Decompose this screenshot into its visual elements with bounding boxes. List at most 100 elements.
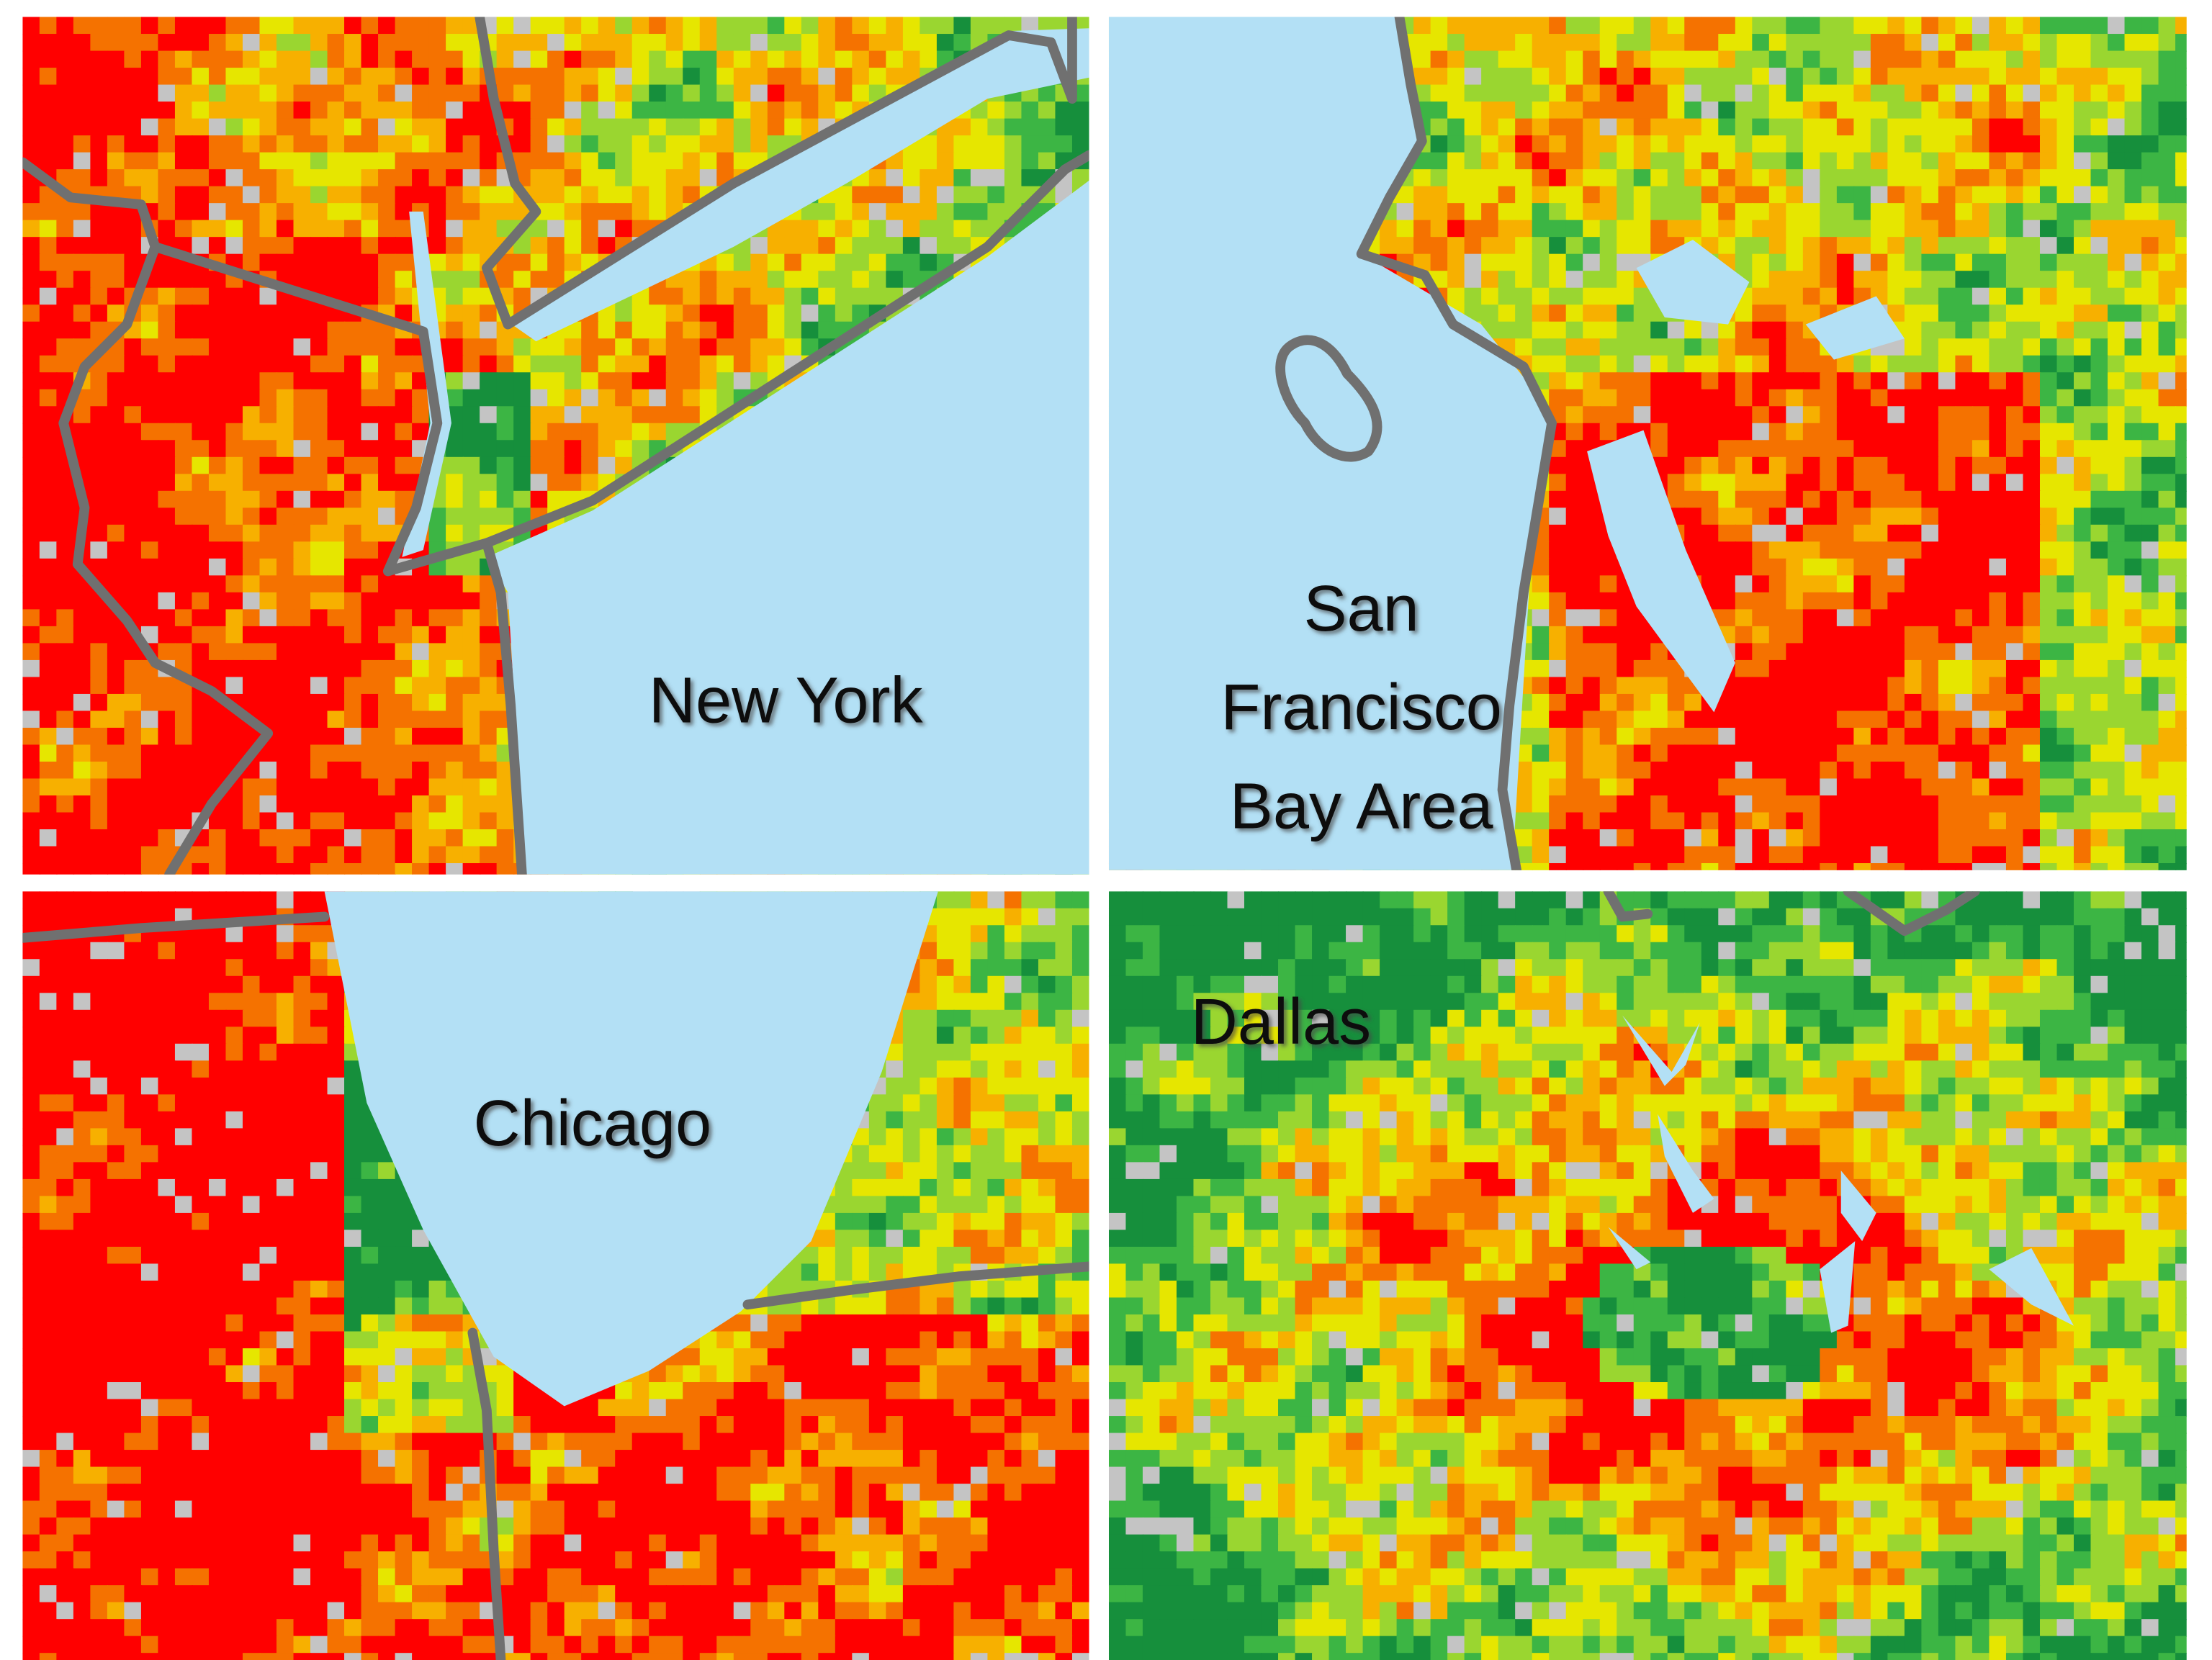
map-cell	[1633, 102, 1652, 119]
map-cell	[1921, 118, 1940, 137]
map-cell	[2090, 372, 2109, 390]
map-cell	[902, 50, 921, 69]
map-cell	[2005, 203, 2024, 221]
map-cell	[2056, 17, 2075, 35]
map-cell	[699, 338, 718, 356]
map-cell	[140, 389, 159, 407]
map-cell	[1955, 440, 1974, 458]
map-cell	[1989, 372, 2008, 390]
map-cell	[361, 626, 379, 644]
map-cell	[107, 456, 125, 475]
map-cell	[1430, 135, 1449, 153]
map-cell	[1718, 102, 1736, 119]
map-cell	[174, 744, 193, 763]
map-cell	[784, 220, 802, 238]
map-cell	[1583, 237, 1601, 255]
map-cell	[818, 84, 837, 103]
map-cell	[1532, 84, 1550, 103]
map-cell	[174, 305, 193, 322]
map-cell	[496, 795, 515, 813]
map-cell	[446, 609, 464, 628]
map-cell	[192, 355, 210, 374]
map-cell	[446, 68, 464, 86]
map-cell	[1802, 169, 1821, 187]
map-cell	[259, 406, 278, 424]
map-cell	[378, 440, 396, 458]
map-cell	[259, 474, 278, 492]
map-cell	[446, 169, 464, 187]
map-cell	[1684, 17, 1702, 35]
map-cell	[750, 102, 768, 119]
map-cell	[259, 102, 278, 119]
map-cell	[1802, 406, 1821, 424]
map-cell	[462, 287, 481, 306]
map-cell	[2039, 135, 2058, 153]
map-cell	[90, 778, 109, 797]
map-cell	[1633, 186, 1652, 204]
map-cell	[446, 846, 464, 865]
map-cell	[1565, 406, 1584, 424]
map-cell	[293, 778, 312, 797]
map-cell	[462, 744, 481, 763]
map-cell	[2141, 237, 2159, 255]
map-cell	[1430, 220, 1449, 238]
map-cell	[1853, 474, 1872, 492]
map-cell	[2056, 203, 2075, 221]
map-cell	[480, 711, 498, 729]
map-cell	[2023, 118, 2041, 137]
map-cell	[1904, 68, 1923, 86]
map-cell	[496, 440, 515, 458]
map-cell	[1599, 152, 1618, 171]
map-cell	[1718, 118, 1736, 137]
map-cell	[513, 456, 531, 475]
map-cell	[242, 659, 261, 678]
map-cell	[2005, 338, 2024, 356]
map-cell	[158, 440, 176, 458]
map-cell	[310, 558, 328, 577]
map-cell	[1786, 84, 1804, 103]
map-cell	[683, 372, 701, 390]
map-cell	[361, 203, 379, 221]
map-cell	[2090, 17, 2109, 35]
map-cell	[259, 305, 278, 322]
map-cell	[446, 727, 464, 746]
map-cell	[480, 220, 498, 238]
map-cell	[39, 17, 58, 35]
map-cell	[513, 338, 531, 356]
map-cell	[293, 237, 312, 255]
map-cell	[2158, 338, 2177, 356]
map-cell	[22, 287, 41, 306]
map-cell	[276, 220, 295, 238]
map-cell	[327, 761, 346, 780]
map-cell	[2005, 423, 2024, 441]
map-cell	[412, 863, 430, 875]
map-cell	[1820, 287, 1838, 306]
map-cell	[480, 203, 498, 221]
map-cell	[1565, 118, 1584, 137]
map-cell	[310, 474, 328, 492]
map-cell	[1955, 84, 1974, 103]
map-cell	[1955, 406, 1974, 424]
map-cell	[73, 220, 91, 238]
map-cell	[259, 643, 278, 662]
map-cell	[1802, 338, 1821, 356]
map-cell	[2023, 456, 2041, 475]
map-cell	[2074, 135, 2092, 153]
map-cell	[480, 677, 498, 695]
map-cell	[496, 34, 515, 52]
map-cell	[1972, 271, 1990, 289]
map-cell	[818, 17, 837, 35]
map-cell	[22, 609, 41, 628]
map-cell	[631, 305, 650, 322]
map-cell	[1701, 102, 1719, 119]
map-cell	[344, 592, 362, 610]
map-cell	[293, 305, 312, 322]
map-cell	[39, 355, 58, 374]
map-cell	[496, 271, 515, 289]
map-cell	[1802, 237, 1821, 255]
map-cell	[140, 440, 159, 458]
map-cell	[665, 50, 684, 69]
map-cell	[412, 727, 430, 746]
map-cell	[2108, 186, 2126, 204]
map-cell	[90, 524, 109, 543]
